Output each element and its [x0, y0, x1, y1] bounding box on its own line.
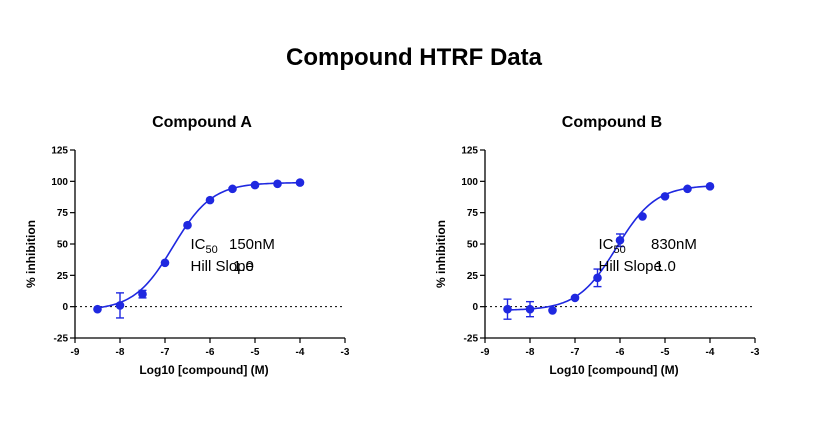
- x-tick-label: -4: [706, 347, 715, 358]
- x-tick-label: -9: [481, 347, 490, 358]
- chart-compound-b: Compound B 125 100 75 50 25 0 -25-9 -8 -7 -6 -5 -4 -3…: [434, 114, 760, 377]
- hill-slope-label: Hill Slope: [191, 258, 254, 275]
- y-tick-label: 50: [467, 240, 479, 251]
- x-tick-label: -7: [161, 347, 170, 358]
- x-tick-label: -4: [296, 347, 305, 358]
- data-point: [638, 212, 647, 221]
- x-tick-label: -8: [116, 347, 125, 358]
- chart-title: Compound B: [562, 114, 662, 131]
- x-tick-label: -6: [616, 347, 625, 358]
- data-point: [115, 301, 125, 310]
- y-tick-label: -25: [54, 334, 69, 345]
- data-point: [525, 304, 535, 314]
- y-tick-label: 0: [472, 302, 478, 313]
- x-tick-label: -3: [341, 347, 350, 358]
- x-tick-label: -9: [71, 347, 80, 358]
- data-point: [503, 304, 512, 314]
- data-point: [295, 178, 305, 187]
- x-tick-label: -5: [251, 347, 260, 358]
- data-point: [93, 304, 102, 314]
- fit-curve: [507, 185, 711, 311]
- data-point: [570, 293, 580, 303]
- data-point: [138, 289, 147, 299]
- data-point: [250, 180, 260, 190]
- ic50-value: 150nM: [229, 236, 275, 253]
- y-axis-label: % inhibition: [434, 220, 448, 288]
- y-tick-label: 50: [57, 240, 69, 251]
- x-axis-label: Log10 [compound] (M): [139, 363, 268, 377]
- y-tick-label: 75: [57, 208, 69, 219]
- data-point: [660, 192, 670, 201]
- ic50-label: IC50: [191, 236, 218, 256]
- y-tick-label: 125: [51, 146, 68, 157]
- hill-slope-label: Hill Slope: [599, 258, 662, 275]
- hill-slope-value: 1.0: [233, 258, 254, 275]
- y-tick-label: 25: [57, 271, 69, 282]
- data-point: [683, 184, 692, 194]
- data-point: [548, 306, 557, 315]
- page-title: Compound HTRF Data: [286, 44, 542, 71]
- y-tick-label: 25: [467, 271, 479, 282]
- y-tick-label: 75: [467, 208, 479, 219]
- data-point: [205, 195, 215, 205]
- data-point: [160, 258, 170, 268]
- ic50-value: 830nM: [651, 236, 697, 253]
- y-axis-label: % inhibition: [24, 220, 38, 288]
- data-point: [183, 220, 192, 230]
- y-tick-label: -25: [464, 334, 479, 345]
- data-point: [615, 235, 625, 245]
- y-tick-label: 100: [461, 177, 478, 188]
- ic50-label: IC50: [599, 236, 626, 256]
- data-point: [273, 179, 282, 189]
- y-tick-label: 0: [62, 302, 68, 313]
- data-point: [593, 273, 602, 283]
- x-tick-label: -7: [571, 347, 580, 358]
- data-point: [228, 184, 237, 194]
- x-tick-label: -8: [526, 347, 535, 358]
- hill-slope-value: 1.0: [655, 258, 676, 275]
- chart-title: Compound A: [152, 114, 252, 131]
- chart-compound-a: Compound A 125 100 75 50 25 0 -25-9 -8 -7 -6 -5 -4 -3…: [24, 114, 350, 377]
- x-tick-label: -3: [751, 347, 760, 358]
- fit-curve: [97, 181, 301, 309]
- x-axis-label: Log10 [compound] (M): [549, 363, 678, 377]
- x-tick-label: -5: [661, 347, 670, 358]
- x-tick-label: -6: [206, 347, 215, 358]
- y-tick-label: 125: [461, 146, 478, 157]
- y-tick-label: 100: [51, 177, 68, 188]
- data-point: [705, 182, 715, 191]
